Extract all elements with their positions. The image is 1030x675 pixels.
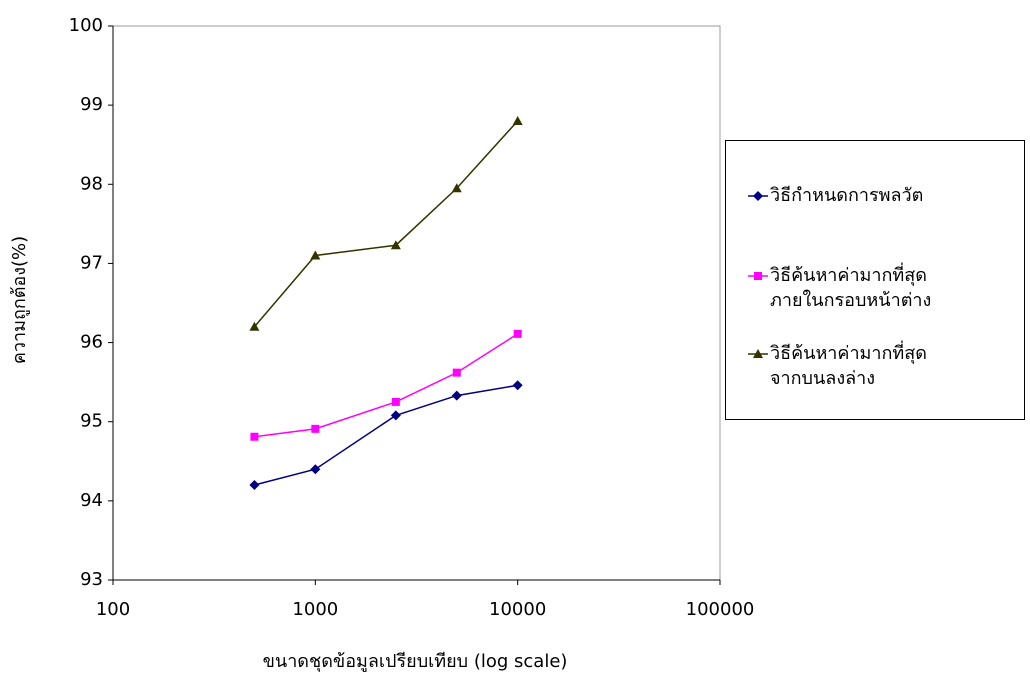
y-tick-label: 93 [80,569,103,590]
marker [512,380,523,391]
y-tick-label: 100 [69,15,103,36]
legend-swatch [748,349,768,358]
marker [311,424,320,433]
marker [754,272,762,280]
legend-entry: วิธีค้นหาค่ามากที่สุด ภายในกรอบหน้าต่าง [726,263,931,313]
marker [249,480,260,491]
x-tick-label: 100000 [686,599,755,620]
legend-label: วิธีกำหนดการพลวัต [770,185,924,206]
marker [512,115,523,125]
y-tick-label: 99 [80,94,103,115]
legend-label: วิธีค้นหาค่ามากที่สุด จากบนลงล่าง [770,343,927,389]
y-tick-label: 94 [80,490,103,511]
y-axis-label: ความถูกต้อง(%) [9,236,30,364]
marker [310,464,321,475]
y-tick-label: 98 [80,173,103,194]
legend-swatch [748,191,768,201]
legend-label: วิธีค้นหาค่ามากที่สุด ภายในกรอบหน้าต่าง [770,265,932,311]
marker [451,183,462,193]
legend: วิธีกำหนดการพลวัตวิธีค้นหาค่ามากที่สุด ภ… [725,140,1025,420]
marker [391,397,400,406]
x-tick-label: 1000 [292,599,338,620]
marker [451,390,462,401]
marker [452,368,461,377]
y-tick-label: 97 [80,252,103,273]
marker [250,432,259,441]
x-tick-label: 10000 [489,599,546,620]
legend-entry: วิธีค้นหาค่ามากที่สุด จากบนลงล่าง [726,341,927,391]
marker [513,329,522,338]
marker [390,240,401,250]
y-tick-label: 96 [80,332,103,353]
marker [310,250,321,260]
series-line [254,384,518,486]
marker [249,321,260,331]
plot-area [112,25,721,581]
marker [753,349,763,358]
marker [753,191,763,201]
marker [390,410,401,421]
x-tick-label: 100 [96,599,130,620]
y-tick-label: 95 [80,411,103,432]
legend-entry: วิธีกำหนดการพลวัต [726,183,923,208]
legend-swatch [748,272,768,280]
x-axis-label: ขนาดชุดข้อมูลเปรียบเทียบ (log scale) [263,651,568,672]
series-line [253,120,519,328]
